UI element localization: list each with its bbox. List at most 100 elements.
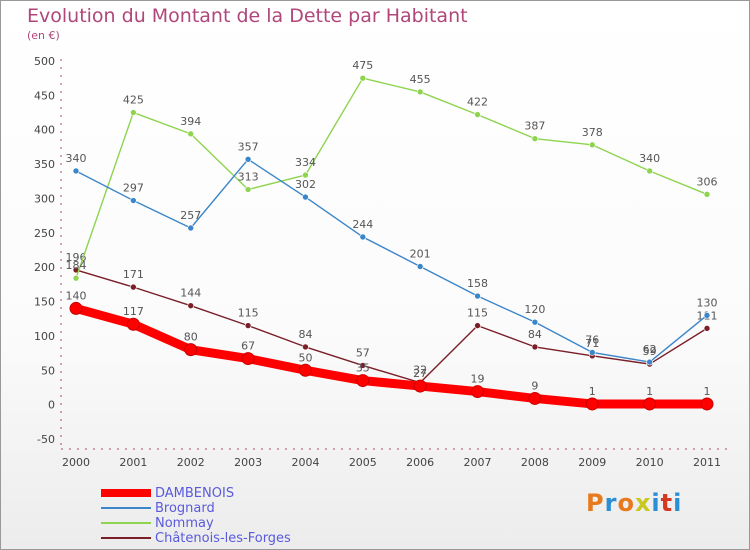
data-label: 306 [697,175,718,188]
data-point [187,224,195,232]
data-label: 62 [643,343,657,356]
legend-item-chatenois: Châtenois-les-Forges [101,531,361,546]
data-point [187,302,195,309]
y-tick-label: 150 [34,296,55,309]
data-label: 313 [238,171,259,184]
legend-item-brognard: Brognard [101,501,361,516]
legend-swatch-dambenois [101,489,151,497]
data-point [184,343,198,357]
x-tick-label: 2009 [578,456,606,469]
data-point [646,167,653,175]
data-point [588,349,596,356]
proxiti-logo: Proxiti [586,489,682,517]
legend-swatch-brognard [101,507,151,509]
series-line [75,269,708,384]
legend-label-brognard: Brognard [155,501,215,516]
y-tick-label: 100 [34,330,55,343]
data-label: 158 [467,277,488,290]
data-label: 32 [413,364,427,377]
x-tick-label: 2011 [693,456,721,469]
data-label: 130 [697,296,718,309]
data-label: 244 [352,218,373,231]
data-point [416,263,424,270]
data-point [703,311,711,319]
y-tick-label: 450 [34,89,55,102]
data-point [588,141,596,149]
legend-label-nommay: Nommay [155,516,214,531]
data-label: 184 [66,259,87,272]
data-label: 475 [352,59,373,72]
data-label: 59 [643,345,657,358]
data-label: 334 [295,156,316,169]
data-label: 257 [180,209,201,222]
data-label: 378 [582,126,603,139]
data-point [471,385,485,399]
data-label: 57 [356,346,370,359]
data-point [69,301,83,315]
chart-subtitle: (en €) [27,29,60,42]
legend-swatch-nommay [101,522,151,524]
legend-label-chatenois: Châtenois-les-Forges [155,531,291,546]
data-point [474,322,481,329]
data-label: 67 [241,340,255,353]
data-label: 297 [123,182,144,195]
data-label: 394 [180,115,201,128]
logo-letter: x [634,489,652,517]
data-point [359,362,367,369]
data-point [703,325,711,332]
data-point [302,343,309,351]
data-label: 115 [467,307,488,320]
data-label: 387 [524,120,545,133]
legend-item-dambenois: DAMBENOIS [101,486,361,501]
data-point [359,233,367,241]
data-point [413,379,427,393]
x-tick-label: 2001 [119,456,147,469]
y-tick-label: 50 [41,364,55,377]
data-point [298,363,312,377]
data-point [244,155,252,163]
logo-letter: o [617,489,635,517]
x-tick-label: 2002 [177,456,205,469]
data-label: 140 [66,289,87,302]
data-label: 120 [524,303,545,316]
data-label: 455 [410,73,431,86]
y-tick-label: -50 [37,433,55,446]
data-point [244,186,252,193]
series-line [75,77,708,279]
data-label: 76 [585,333,599,346]
data-point [302,193,309,201]
data-label: 71 [585,337,599,350]
legend-label-dambenois: DAMBENOIS [155,486,235,501]
data-point [585,397,599,411]
data-label: 35 [356,362,370,375]
data-point [187,130,195,138]
y-tick-label: 200 [34,261,55,274]
data-point [359,74,367,82]
data-label: 80 [184,331,198,344]
data-label: 340 [66,152,87,165]
chart-title: Evolution du Montant de la Dette par Hab… [27,5,468,27]
data-label: 302 [295,178,316,191]
data-label: 1 [704,385,711,398]
data-point [72,274,80,282]
data-label: 1 [646,385,653,398]
y-tick-label: 0 [48,399,55,412]
data-point [302,171,309,179]
x-tick-label: 2008 [521,456,549,469]
x-tick-label: 2005 [349,456,377,469]
data-point [244,322,252,329]
data-point [531,318,539,326]
data-point [474,292,481,300]
data-point [700,397,714,411]
x-tick-label: 2010 [636,456,664,469]
data-point [703,191,711,198]
data-label: 357 [238,140,259,153]
data-point [531,135,539,142]
legend-swatch-chatenois [101,537,151,539]
data-label: 84 [528,328,542,341]
data-label: 117 [123,305,144,318]
x-tick-label: 2003 [234,456,262,469]
data-label: 425 [123,94,144,107]
